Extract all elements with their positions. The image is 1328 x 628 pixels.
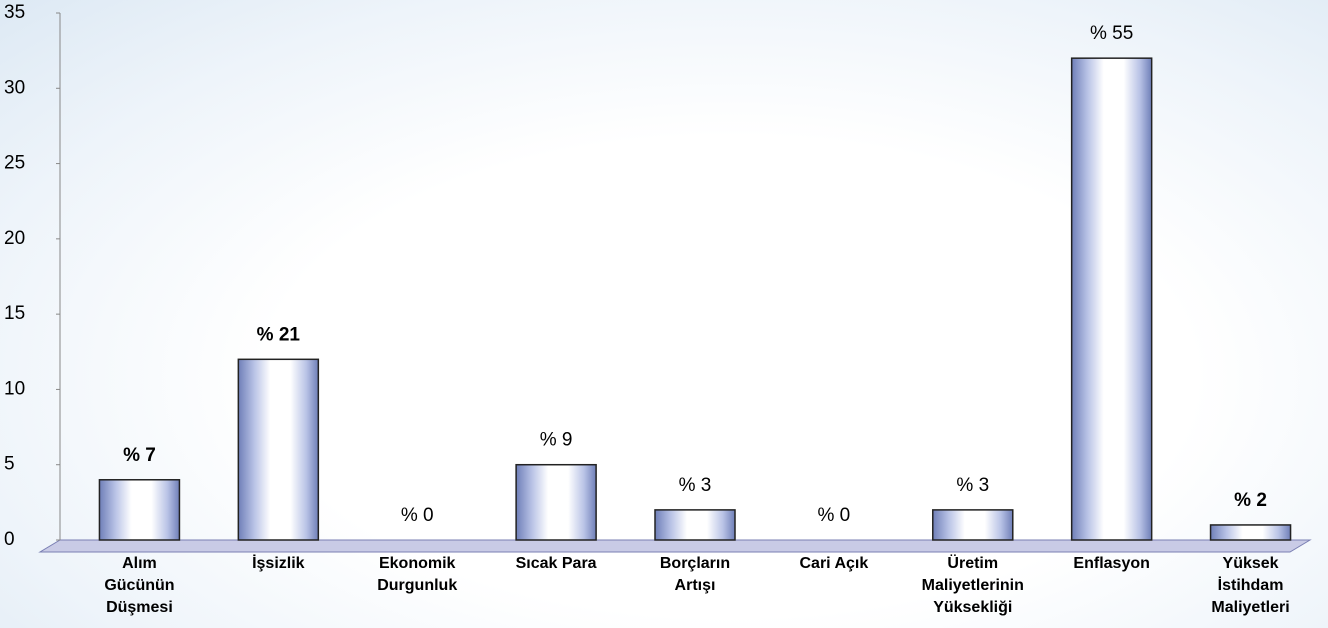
bar <box>237 358 320 541</box>
bar-label: % 0 <box>401 505 434 526</box>
x-tick-label: Alım Gücünün Düşmesi <box>104 555 175 616</box>
x-tick-label: Ekonomik Durgunluk <box>377 555 458 594</box>
bar <box>515 463 597 541</box>
x-tick-label: Borçların Artışı <box>659 555 731 594</box>
bar-label: % 7 <box>123 445 156 466</box>
x-tick-label: Üretim Maliyetlerinin Yüksekliği <box>921 555 1024 616</box>
bar <box>1070 57 1153 541</box>
bar-label: % 0 <box>818 505 851 526</box>
x-tick-label: Enflasyon <box>1073 555 1150 572</box>
y-tick-label: 30 <box>4 77 25 98</box>
bar <box>98 479 181 541</box>
x-tick-label: İşsizlik <box>252 555 305 572</box>
x-tick-label: Cari Açık <box>799 555 869 572</box>
y-tick-label: 10 <box>4 378 25 399</box>
y-tick-label: 0 <box>4 529 15 550</box>
bar-label: % 55 <box>1090 23 1133 44</box>
y-tick-label: 5 <box>4 454 15 475</box>
bar-label: % 3 <box>956 475 989 496</box>
bar <box>1209 524 1292 541</box>
bar <box>932 509 1014 541</box>
y-tick-label: 15 <box>4 303 25 324</box>
bar-label: % 3 <box>679 475 712 496</box>
floor <box>38 539 1312 553</box>
bar-label: % 21 <box>257 324 301 345</box>
bar <box>654 509 736 541</box>
bar-label: % 2 <box>1234 490 1267 511</box>
y-tick-label: 25 <box>4 153 25 174</box>
bar-label: % 9 <box>540 430 573 451</box>
y-tick-label: 35 <box>4 2 25 23</box>
x-tick-label: Sıcak Para <box>515 555 597 572</box>
y-tick-label: 20 <box>4 228 25 249</box>
x-tick-label: Yüksek İstihdam Maliyetleri <box>1211 555 1290 616</box>
